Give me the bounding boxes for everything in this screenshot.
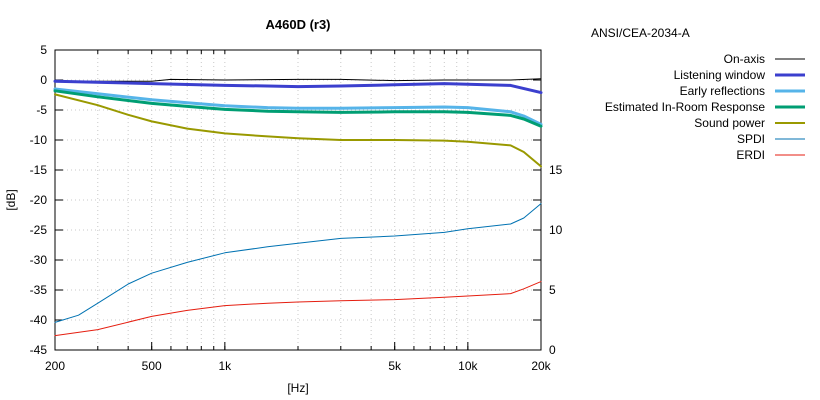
x-axis-label: [Hz]	[287, 381, 308, 395]
chart-subtitle: ANSI/CEA-2034-A	[591, 26, 690, 40]
y2-tick-label: 5	[549, 283, 556, 297]
y-tick-label: -40	[30, 313, 48, 327]
series-line-early-reflections	[53, 87, 543, 126]
x-tick-label: 1k	[219, 359, 233, 373]
chart-title: A460D (r3)	[265, 17, 330, 32]
legend-label-estimated-in-room-response: Estimated In-Room Response	[605, 100, 765, 114]
series-line-on-axis	[54, 78, 542, 82]
y-tick-label: -45	[30, 343, 48, 357]
legend-label-erdi: ERDI	[736, 148, 765, 162]
series-line-listening-window	[53, 79, 543, 95]
x-tick-label: 10k	[458, 359, 478, 373]
y-tick-label: -20	[30, 193, 48, 207]
legend: On-axis Listening window Early reflections…	[605, 52, 805, 162]
series-line-spdi	[54, 203, 542, 323]
series-line-estimated-in-room-response	[53, 89, 543, 128]
y2-tick-label: 15	[549, 163, 563, 177]
y-tick-label: 0	[40, 73, 47, 87]
y-tick-label: -10	[30, 133, 48, 147]
y-tick-label: -5	[36, 103, 47, 117]
y-tick-label: -30	[30, 253, 48, 267]
y-tick-label: 5	[40, 43, 47, 57]
x-tick-label: 500	[142, 359, 162, 373]
y-tick-label: -25	[30, 223, 48, 237]
series-line-erdi	[54, 281, 542, 337]
y-tick-label: -35	[30, 283, 48, 297]
series	[53, 78, 543, 337]
y2-tick-label: 0	[549, 343, 556, 357]
legend-label-early-reflections: Early reflections	[680, 84, 765, 98]
x-tick-label: 20k	[531, 359, 551, 373]
legend-label-spdi: SPDI	[737, 132, 765, 146]
x-tick-label: 200	[45, 359, 65, 373]
legend-label-on-axis: On-axis	[724, 52, 765, 66]
x-tick-label: 5k	[388, 359, 402, 373]
y2-tick-label: 10	[549, 223, 563, 237]
y-axis-label: [dB]	[4, 189, 18, 210]
y-tick-label: -15	[30, 163, 48, 177]
series-line-sound-power	[54, 93, 542, 168]
legend-label-listening-window: Listening window	[674, 68, 766, 82]
legend-label-sound-power: Sound power	[694, 116, 765, 130]
ticks: 200 500 1k 5k 10k 20k 5 0 -5 -10 -15 -20 -25 -30 -35 -4…	[30, 43, 563, 373]
grid	[55, 50, 541, 350]
